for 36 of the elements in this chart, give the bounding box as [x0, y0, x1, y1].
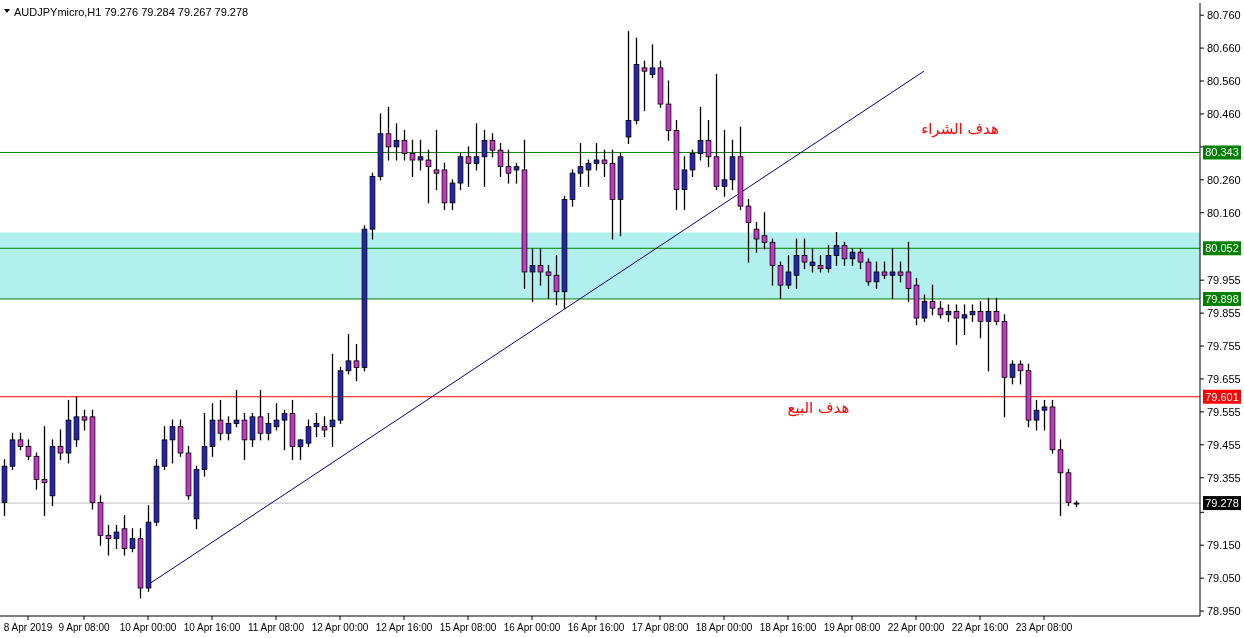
y-tick-label: 80.560: [1207, 75, 1241, 88]
y-tick-label: 78.950: [1207, 605, 1241, 618]
x-tick-label: 22 Apr 16:00: [951, 622, 1009, 633]
x-tick-label: 22 Apr 00:00: [887, 622, 945, 633]
x-tick-label: 18 Apr 00:00: [695, 622, 753, 633]
y-tick-label: 79.455: [1207, 438, 1241, 451]
y-tick-label: 80.660: [1207, 42, 1241, 55]
x-tick-label: 16 Apr 00:00: [503, 622, 561, 633]
y-tick-label: 79.050: [1207, 572, 1241, 585]
y-tick-label: 79.755: [1207, 340, 1241, 353]
y-tick-label: 79.555: [1207, 405, 1241, 418]
x-tick-label: 16 Apr 16:00: [567, 622, 625, 633]
y-tick-label: 79.655: [1207, 372, 1241, 385]
y-tick-label: 79.150: [1207, 539, 1241, 552]
annotation: هدف الشراء: [921, 119, 999, 138]
x-tick-label: 12 Apr 16:00: [375, 622, 433, 633]
annotation: هدف البيع: [787, 398, 850, 417]
x-tick-label: 12 Apr 00:00: [311, 622, 369, 633]
x-tick-label: 19 Apr 08:00: [823, 622, 881, 633]
chart-title: AUDJPYmicro,H1 79.276 79.284 79.267 79.278: [14, 6, 249, 18]
y-tick-label: 79.355: [1207, 471, 1241, 484]
x-tick-label: 10 Apr 00:00: [119, 622, 177, 633]
y-tick-label: 80.760: [1207, 9, 1241, 22]
y-tick-label: 80.160: [1207, 206, 1241, 219]
x-tick-label: 9 Apr 08:00: [58, 622, 111, 633]
x-tick-label: 23 Apr 08:00: [1015, 622, 1073, 633]
y-tick-label: 79.855: [1207, 307, 1241, 320]
x-tick-label: 17 Apr 08:00: [631, 622, 689, 633]
x-tick-label: 11 Apr 08:00: [248, 622, 305, 633]
y-tick-label: 79.955: [1207, 274, 1241, 287]
x-tick-label: 8 Apr 2019: [3, 622, 53, 633]
x-tick-label: 15 Apr 08:00: [439, 622, 497, 633]
y-tick-label: 80.260: [1207, 173, 1241, 186]
y-tick-label: 80.460: [1207, 107, 1241, 120]
x-tick-label: 10 Apr 16:00: [183, 622, 241, 633]
x-tick-label: 18 Apr 16:00: [759, 622, 817, 633]
